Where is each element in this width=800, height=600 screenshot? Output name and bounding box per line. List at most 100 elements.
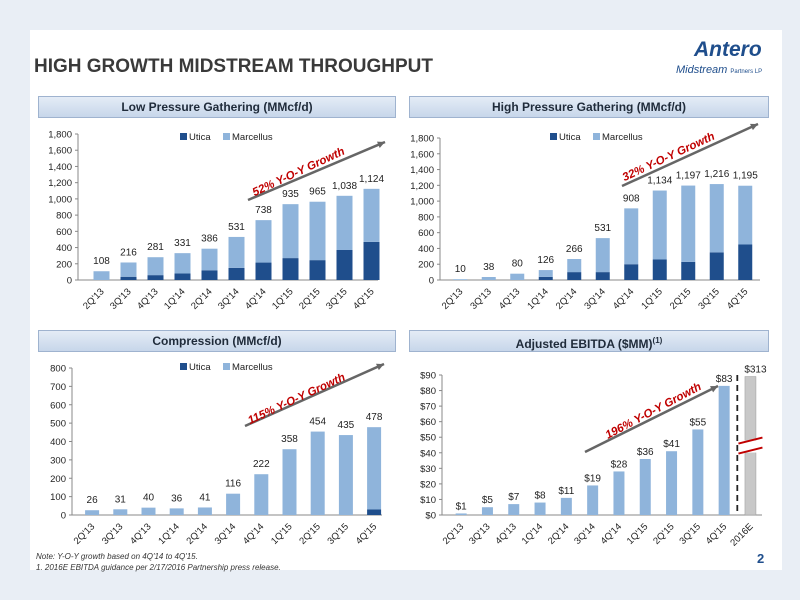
page-number: 2	[757, 551, 765, 566]
comp-xtick-label: 2Q'14	[185, 521, 211, 547]
lp-bar-marcellus	[282, 204, 299, 259]
footnote-1: 1. 2016E EBITDA guidance per 2/17/2016 P…	[36, 563, 281, 572]
ebitda-bar-adjusted-ebitda	[639, 459, 651, 515]
hp-ytick-label: 1,200	[410, 181, 434, 192]
lp-bar-marcellus	[93, 271, 110, 280]
footnote-note: Note: Y-O-Y growth based on 4Q'14 to 4Q'…	[36, 552, 198, 561]
lp-bar-marcellus	[363, 188, 380, 242]
comp-bar-marcellus	[141, 507, 156, 515]
hp-bar-marcellus	[681, 185, 696, 262]
hp-xtick-label: 4Q'13	[497, 286, 523, 312]
ebitda-bar-adjusted-ebitda	[508, 504, 520, 515]
comp-xtick-label: 2Q'13	[72, 521, 98, 547]
lp-xtick-label: 2Q'14	[189, 286, 215, 312]
logo-sub-text: Midstream	[676, 64, 728, 76]
comp-bar-utica	[367, 509, 382, 515]
comp-bar-marcellus	[282, 449, 297, 515]
lp-data-label: 531	[228, 222, 245, 233]
ebitda-data-label: $8	[534, 491, 546, 502]
ebitda-xtick-label: 2Q'14	[546, 521, 572, 547]
lp-bar-marcellus	[174, 253, 191, 274]
comp-xtick-label: 1Q'15	[269, 521, 295, 547]
hp-xtick-label: 3Q'14	[582, 286, 608, 312]
lp-xtick-label: 3Q'15	[324, 286, 350, 312]
ebitda-chart-title: Adjusted EBITDA ($MM)(1)	[409, 330, 769, 352]
comp-bar-marcellus	[169, 508, 184, 515]
comp-growth-arrow-line	[244, 362, 385, 428]
comp-bar-marcellus	[226, 493, 241, 515]
comp-ytick-label: 100	[50, 492, 66, 503]
hp-bar-utica	[595, 272, 610, 280]
lp-xtick-label: 3Q'14	[216, 286, 242, 312]
lp-data-label: 386	[201, 234, 218, 245]
hp-bar-marcellus	[481, 277, 496, 280]
comp-xtick-label: 3Q'13	[100, 521, 126, 547]
comp-data-label: 26	[87, 495, 99, 506]
lp-data-label: 1,124	[359, 174, 384, 185]
ebitda-ytick-label: $10	[420, 495, 436, 506]
ebitda-ytick-label: $40	[420, 448, 436, 459]
comp-data-label: 116	[225, 479, 241, 490]
comp-bar-marcellus	[85, 510, 100, 515]
hp-bar-utica	[709, 252, 724, 280]
hp-xtick-label: 2Q'13	[440, 286, 466, 312]
ebitda-bar-adjusted-ebitda	[692, 429, 704, 515]
hp-data-label: 266	[566, 244, 583, 255]
ebitda-growth-arrow-line	[584, 384, 719, 454]
ebitda-data-label: $55	[690, 417, 707, 428]
hp-bar-marcellus	[624, 208, 639, 265]
hp-bar-marcellus	[738, 185, 753, 245]
hp-data-label: 126	[537, 255, 554, 266]
hp-bar-marcellus	[595, 238, 610, 273]
ebitda-ytick-label: $20	[420, 479, 436, 490]
ebitda-ytick-label: $70	[420, 402, 436, 413]
comp-ytick-label: 800	[50, 364, 66, 375]
hp-legend-label: Marcellus	[602, 132, 643, 143]
hp-bar-marcellus	[709, 184, 724, 253]
hp-bar-marcellus	[652, 190, 667, 260]
ebitda-xtick-label: 2016E	[728, 521, 755, 548]
comp-chart-title: Compression (MMcf/d)	[38, 330, 396, 352]
hp-bar-utica	[538, 276, 553, 280]
lp-ytick-label: 400	[56, 243, 72, 254]
ebitda-data-label: $1	[456, 501, 468, 512]
lp-data-label: 108	[93, 256, 110, 267]
lp-bar-marcellus	[120, 262, 137, 277]
hp-bar-marcellus	[567, 259, 582, 273]
lp-legend-label: Utica	[189, 132, 211, 143]
ebitda-ytick-label: $80	[420, 386, 436, 397]
ebitda-ytick-label: $90	[420, 371, 436, 382]
hp-ytick-label: 1,400	[410, 165, 434, 176]
lp-chart-title: Low Pressure Gathering (MMcf/d)	[38, 96, 396, 118]
hp-xtick-label: 2Q'14	[554, 286, 580, 312]
lp-legend-swatch	[223, 133, 230, 140]
hp-bar-utica	[738, 244, 753, 280]
comp-ytick-label: 600	[50, 400, 66, 411]
comp-growth-arrow-head	[376, 363, 384, 371]
lp-bar-utica	[147, 275, 164, 280]
comp-legend-label: Utica	[189, 362, 211, 373]
lp-bar-utica	[282, 258, 299, 280]
hp-ytick-label: 1,000	[410, 197, 434, 208]
hp-data-label: 38	[483, 262, 495, 273]
lp-bar-marcellus	[147, 257, 164, 276]
hp-xtick-label: 1Q'15	[639, 286, 665, 312]
lp-data-label: 281	[147, 242, 164, 253]
lp-legend-swatch	[180, 133, 187, 140]
lp-growth-arrow-line	[247, 140, 386, 202]
lp-ytick-label: 1,800	[48, 130, 72, 141]
hp-bar-marcellus	[538, 270, 553, 277]
comp-data-label: 222	[253, 459, 270, 470]
ebitda-xtick-label: 1Q'15	[625, 521, 651, 547]
hp-ytick-label: 200	[418, 260, 434, 271]
ebitda-title-footnote: (1)	[652, 336, 663, 345]
ebitda-chart: $0 $10 $20 $30 $40 $50 $60 $70 $80 $90 $1 2Q'13 $5 3Q…	[420, 365, 767, 549]
lp-bar-marcellus	[309, 201, 326, 261]
hp-bar-utica	[567, 272, 582, 280]
lp-bar-utica	[363, 241, 380, 280]
lp-xtick-label: 3Q'13	[108, 286, 134, 312]
lp-bar-utica	[309, 260, 326, 280]
hp-legend-label: Utica	[559, 132, 581, 143]
hp-ytick-label: 800	[418, 212, 434, 223]
comp-xtick-label: 3Q'14	[213, 521, 239, 547]
